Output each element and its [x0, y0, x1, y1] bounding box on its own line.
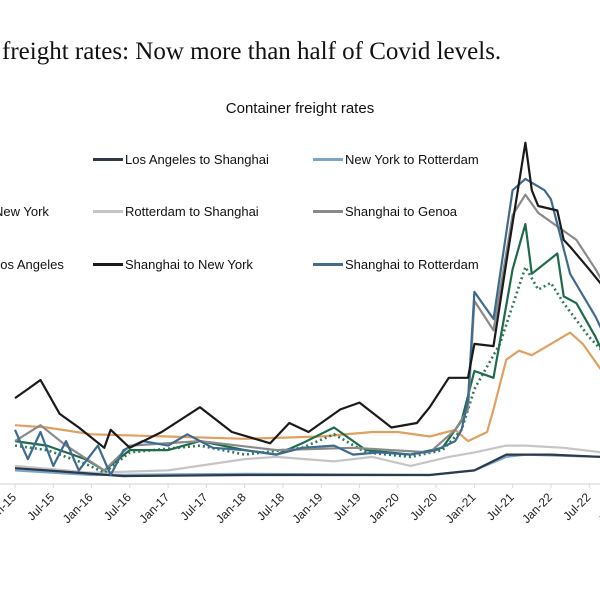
legend-swatch — [93, 210, 123, 213]
legend-item: New York to Rotterdam — [313, 152, 479, 167]
series-line-2 — [14, 453, 600, 478]
x-tick-label: Jan-21 — [443, 490, 479, 526]
series-line-3 — [14, 331, 600, 443]
x-tick-label: Jul-18 — [254, 490, 287, 523]
x-tick-label: Jan-18 — [213, 490, 249, 526]
legend-label: Los Angeles — [0, 257, 64, 272]
legend-label: Shanghai to New York — [125, 257, 253, 272]
x-tick-label: Jan-19 — [290, 490, 326, 526]
legend-label: New York — [0, 204, 49, 219]
legend-label: Shanghai to Rotterdam — [345, 257, 479, 272]
legend-label: Rotterdam to Shanghai — [125, 204, 259, 219]
legend-swatch — [313, 210, 343, 213]
x-tick-label: Jul-15 — [24, 490, 57, 523]
x-tick-label: Jan-23 — [596, 490, 600, 526]
x-tick-label: Jul-17 — [178, 490, 211, 523]
series-line-6 — [14, 193, 600, 472]
legend-item: Shanghai to New York — [93, 257, 253, 272]
series-line-8 — [14, 141, 600, 449]
legend-swatch — [93, 263, 123, 266]
x-tick-label: Jul-16 — [101, 490, 134, 523]
x-tick-label: Jan-17 — [136, 490, 172, 526]
legend-label: Los Angeles to Shanghai — [125, 152, 269, 167]
x-tick-label: Jan-15 — [0, 490, 19, 526]
headline: freight rates: Now more than half of Cov… — [2, 38, 502, 65]
x-tick-label: Jul-19 — [331, 490, 364, 523]
chart-title: Container freight rates — [225, 100, 375, 117]
legend-item: Shanghai to Rotterdam — [313, 257, 479, 272]
legend-swatch — [313, 158, 343, 161]
series-line-0 — [14, 444, 600, 474]
x-tick-label: Jul-20 — [407, 490, 440, 523]
series-line-4 — [14, 265, 600, 474]
x-tick-label: Jan-20 — [366, 490, 402, 526]
legend-swatch — [93, 158, 123, 161]
legend-label: Shanghai to Genoa — [345, 204, 458, 219]
x-tick-label: Jan-22 — [519, 490, 555, 526]
x-tick-label: Jan-16 — [60, 490, 96, 526]
x-tick-label: Jul-21 — [484, 490, 517, 523]
series-line-7 — [13, 177, 600, 477]
legend-swatch — [313, 263, 343, 266]
legend-label: New York to Rotterdam — [345, 152, 479, 167]
legend-item: New York — [0, 204, 49, 219]
series-line-5 — [14, 223, 600, 472]
legend-item: Los Angeles — [0, 257, 64, 272]
legend-item: Los Angeles to Shanghai — [93, 152, 269, 167]
x-tick-label: Jul-22 — [560, 490, 593, 523]
legend-item: Rotterdam to Shanghai — [93, 204, 259, 219]
legend-item: Shanghai to Genoa — [313, 204, 457, 219]
